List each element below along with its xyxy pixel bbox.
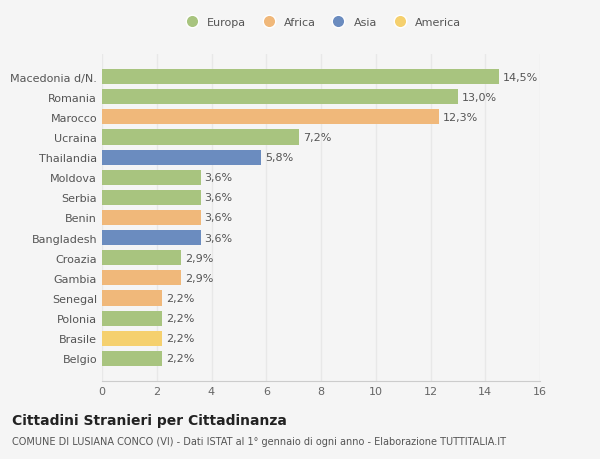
Bar <box>102 271 181 286</box>
Bar <box>102 230 200 246</box>
Text: 2,2%: 2,2% <box>166 353 195 364</box>
Bar <box>102 331 162 346</box>
Bar <box>102 211 200 225</box>
Text: 3,6%: 3,6% <box>205 173 233 183</box>
Text: 13,0%: 13,0% <box>462 93 497 102</box>
Bar <box>102 70 499 85</box>
Text: 7,2%: 7,2% <box>303 133 332 143</box>
Text: 3,6%: 3,6% <box>205 213 233 223</box>
Bar <box>102 150 261 165</box>
Text: 2,2%: 2,2% <box>166 313 195 324</box>
Text: 3,6%: 3,6% <box>205 233 233 243</box>
Text: 3,6%: 3,6% <box>205 193 233 203</box>
Text: 2,9%: 2,9% <box>185 273 214 283</box>
Text: 5,8%: 5,8% <box>265 153 293 163</box>
Bar <box>102 130 299 145</box>
Text: 12,3%: 12,3% <box>443 112 478 123</box>
Bar <box>102 110 439 125</box>
Text: COMUNE DI LUSIANA CONCO (VI) - Dati ISTAT al 1° gennaio di ogni anno - Elaborazi: COMUNE DI LUSIANA CONCO (VI) - Dati ISTA… <box>12 436 506 446</box>
Bar <box>102 351 162 366</box>
Bar <box>102 291 162 306</box>
Text: 2,2%: 2,2% <box>166 334 195 343</box>
Bar <box>102 90 458 105</box>
Bar <box>102 170 200 185</box>
Text: 2,9%: 2,9% <box>185 253 214 263</box>
Bar <box>102 251 181 266</box>
Text: 14,5%: 14,5% <box>503 73 538 83</box>
Bar <box>102 311 162 326</box>
Text: Cittadini Stranieri per Cittadinanza: Cittadini Stranieri per Cittadinanza <box>12 413 287 427</box>
Text: 2,2%: 2,2% <box>166 293 195 303</box>
Bar <box>102 190 200 206</box>
Legend: Europa, Africa, Asia, America: Europa, Africa, Asia, America <box>178 15 464 32</box>
